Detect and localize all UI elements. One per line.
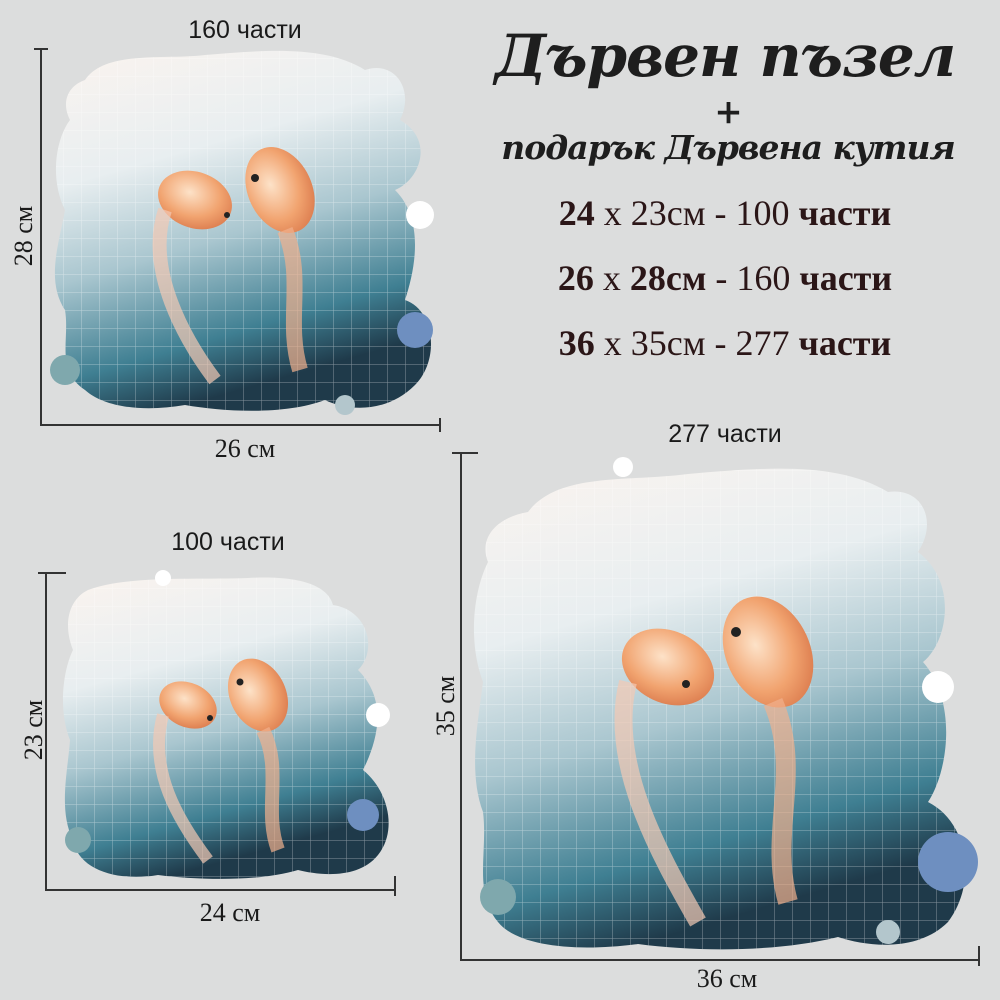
width-dimension-line: [40, 424, 440, 426]
height-dimension-line: [45, 572, 47, 890]
width-label-36: 36 см: [696, 964, 758, 993]
height-dimension-line: [460, 452, 462, 960]
height-label-28: 28 см: [9, 205, 38, 267]
dimension-tick: [452, 452, 478, 454]
dimension-tick: [394, 876, 396, 896]
spec-line-100: 24 x 23см - 100 части: [558, 193, 892, 233]
pieces-label-100: 100 части: [171, 528, 285, 556]
dimension-tick: [439, 418, 441, 432]
subtitle: подарък Дървена кутия: [501, 128, 955, 167]
pieces-label-160: 160 части: [188, 16, 302, 44]
height-label-23: 23 см: [19, 699, 48, 761]
dimension-tick: [38, 572, 66, 574]
spec-line-277: 36 x 35см - 277 части: [558, 323, 892, 363]
plus-sign: +: [714, 92, 742, 132]
puzzle-image-160: [50, 50, 434, 415]
dimension-tick: [978, 946, 980, 966]
dimension-tick: [34, 48, 48, 50]
width-dimension-line: [460, 959, 980, 961]
width-dimension-line: [45, 889, 395, 891]
height-dimension-line: [40, 48, 42, 426]
pieces-label-277: 277 части: [668, 420, 782, 448]
width-label-26: 26 см: [214, 434, 276, 463]
height-label-35: 35 см: [431, 675, 460, 737]
puzzle-image-100: [62, 570, 390, 879]
spec-line-160: 26 x 28см - 160 части: [557, 258, 893, 298]
width-label-24: 24 см: [199, 898, 261, 927]
title: Дървен пъзел: [494, 22, 956, 90]
puzzle-image-277: [473, 457, 978, 950]
